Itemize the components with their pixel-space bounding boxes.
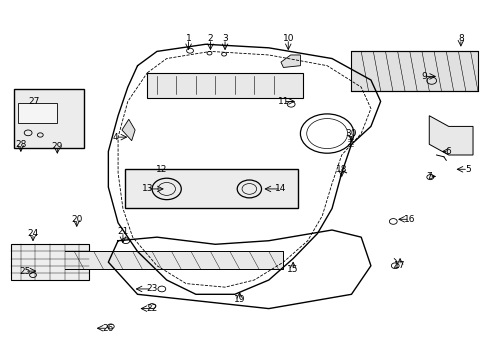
Bar <box>11 244 89 280</box>
Polygon shape <box>351 51 477 91</box>
Text: 19: 19 <box>233 295 245 304</box>
Text: 12: 12 <box>156 165 167 174</box>
Polygon shape <box>122 119 135 141</box>
Text: 30: 30 <box>345 129 357 138</box>
Text: 13: 13 <box>141 184 153 193</box>
Text: 27: 27 <box>29 97 40 106</box>
Text: 26: 26 <box>102 324 114 333</box>
Text: 17: 17 <box>393 261 405 270</box>
Text: 10: 10 <box>282 35 293 44</box>
Text: 4: 4 <box>113 132 118 141</box>
Text: 5: 5 <box>465 165 470 174</box>
Text: 8: 8 <box>457 35 463 44</box>
Text: 28: 28 <box>15 140 26 149</box>
Text: 20: 20 <box>71 215 82 224</box>
Text: 6: 6 <box>445 147 450 156</box>
Polygon shape <box>428 116 472 155</box>
Text: 23: 23 <box>146 284 158 293</box>
Text: 9: 9 <box>421 72 427 81</box>
Polygon shape <box>64 251 283 269</box>
Text: 7: 7 <box>426 172 431 181</box>
Text: 25: 25 <box>19 267 30 276</box>
Text: 14: 14 <box>275 184 286 193</box>
Text: 16: 16 <box>403 215 415 224</box>
Text: 22: 22 <box>146 304 158 313</box>
Text: 15: 15 <box>287 265 298 274</box>
Bar <box>19 103 57 123</box>
Text: 21: 21 <box>117 227 128 236</box>
Text: 11: 11 <box>277 97 288 106</box>
Text: 2: 2 <box>207 35 213 44</box>
Text: 3: 3 <box>222 35 227 44</box>
Bar <box>125 169 297 207</box>
Text: 18: 18 <box>335 165 347 174</box>
Polygon shape <box>281 55 300 67</box>
Text: 29: 29 <box>52 141 63 150</box>
Bar <box>147 73 302 98</box>
Text: 24: 24 <box>27 229 39 238</box>
Bar <box>14 89 84 148</box>
Text: 1: 1 <box>185 35 191 44</box>
